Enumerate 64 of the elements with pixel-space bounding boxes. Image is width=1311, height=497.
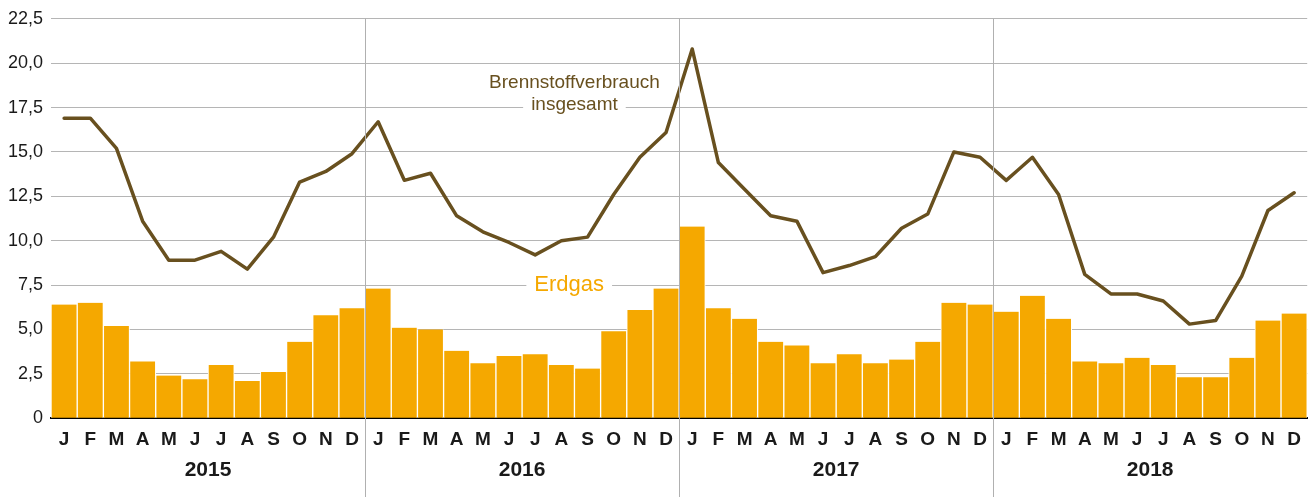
series-label: Brennstoffverbrauch insgesamt [489,70,660,114]
x-tick-label: A [1077,427,1092,449]
y-tick-label: 17,5 [7,96,44,117]
x-tick-label: A [763,427,778,449]
x-tick-label: J [58,427,70,449]
y-tick-label: 2,5 [18,362,44,383]
y-tick-label: 0 [33,407,44,428]
x-tick-label: M [1103,427,1119,449]
x-tick-label: J [529,427,541,449]
x-tick-label: S [581,427,594,449]
x-tick-label: N [318,427,333,449]
text: 2016 [498,457,546,480]
x-tick-label: A [135,427,150,449]
x-tick-label: M [160,427,177,449]
x-tick-label: J [843,427,855,449]
x-tick-label: O [1234,427,1250,449]
x-tick-label: J [372,427,384,449]
x-tick-label: O [920,427,936,449]
x-tick-label: O [292,427,308,449]
x-tick-label: D [345,427,359,449]
x-tick-label: D [1287,427,1301,449]
series-label: Erdgas [534,271,605,297]
x-tick-label: J [1157,427,1169,449]
y-tick-label: 5,0 [18,318,44,339]
x-tick-label: J [503,427,515,449]
x-tick-label: F [84,427,97,449]
x-tick-label: J [686,427,698,449]
x-tick-label: N [633,427,647,449]
x-tick-label: N [947,427,961,449]
x-tick-label: J [215,427,227,449]
text: 2015 [184,457,232,480]
y-tick-label: 20,0 [7,52,44,73]
x-tick-label: S [895,427,908,449]
y-tick-label: 12,5 [7,185,44,206]
x-tick-label: J [1000,427,1012,449]
x-tick-label: F [1026,427,1039,449]
x-tick-label: M [422,427,439,449]
y-tick-label: 7,5 [18,274,44,295]
y-tick-label: 22,5 [7,7,44,28]
x-tick-label: A [554,427,569,449]
y-tick-label: 10,0 [7,229,44,250]
x-tick-label: J [1131,427,1143,449]
x-tick-label: D [973,427,987,449]
x-tick-label: M [788,427,805,449]
x-tick-label: A [1182,427,1197,449]
x-tick-label: J [817,427,829,449]
x-tick-label: M [108,427,125,449]
x-tick-label: F [398,427,411,449]
x-tick-label: M [736,427,753,449]
x-tick-label: S [1209,427,1222,449]
x-tick-label: N [1261,427,1275,449]
x-tick-label: A [868,427,883,449]
x-tick-label: O [606,427,622,449]
x-tick-label: F [712,427,725,449]
x-tick-label: M [474,427,491,449]
x-tick-label: S [267,427,280,449]
x-tick-label: A [449,427,464,449]
text: 2017 [812,457,860,480]
text: 2018 [1126,457,1174,480]
x-tick-label: A [240,427,255,449]
y-tick-label: 15,0 [7,140,44,161]
x-tick-label: M [1050,427,1067,449]
x-tick-label: D [659,427,673,449]
x-tick-label: J [189,427,201,449]
